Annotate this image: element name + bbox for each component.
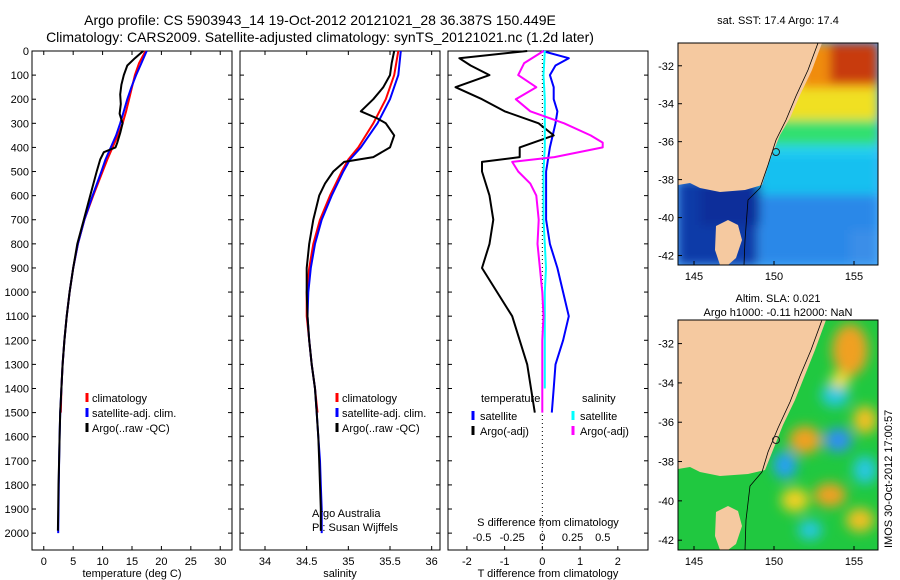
temp-ytick-label: 600	[11, 191, 29, 203]
diff-xlabel: T difference from climatology	[478, 568, 619, 580]
temp-ytick-label: 400	[11, 142, 29, 154]
temp-ytick-label: 1400	[5, 383, 29, 395]
temp-ytick-label: 900	[11, 263, 29, 275]
figure-title: Argo profile: CS 5903943_14 19-Oct-2012 …	[84, 12, 556, 28]
sal-xtick-label: 34.5	[296, 556, 317, 568]
temp-ytick-label: 1500	[5, 408, 29, 420]
temp-ytick-label: 0	[23, 46, 29, 58]
temp-xtick-label: 0	[41, 556, 47, 568]
sst-xtick-label: 145	[685, 271, 703, 283]
diff-legend-temp-label: satellite	[480, 411, 517, 423]
sla-ytick-label: -36	[658, 417, 674, 429]
sst-ytick-label: -36	[658, 137, 674, 149]
temp-ytick-label: 2000	[5, 528, 29, 540]
temp-ytick-label: 300	[11, 118, 29, 130]
diff-legend-sal-label: satellite	[580, 411, 617, 423]
diff-xtick-label: -1	[500, 556, 510, 568]
sla-xtick-label: 150	[765, 556, 783, 568]
temp-ytick-label: 1000	[5, 287, 29, 299]
sal-xtick-label: 35.5	[379, 556, 400, 568]
temp-ytick-label: 200	[11, 94, 29, 106]
temp-ytick-label: 700	[11, 215, 29, 227]
diff-series-S-Argo	[511, 50, 604, 413]
temp-xtick-label: 25	[185, 556, 197, 568]
sst-ytick-label: -38	[658, 175, 674, 187]
sal-legend-label: climatology	[342, 393, 398, 405]
diff-xtick-label: -2	[462, 556, 472, 568]
diff-series-T-satellite	[542, 50, 570, 413]
sla-title-line1: Altim. SLA: 0.021	[736, 293, 821, 305]
diff-x2tick-label: -0.5	[472, 532, 491, 544]
diff-legend-sal-title: salinity	[582, 393, 616, 405]
sal-annotation-line2: PI: Susan Wijffels	[312, 522, 398, 534]
temp-ytick-label: 1800	[5, 480, 29, 492]
temp-legend-label: climatology	[92, 393, 148, 405]
sst-ytick-label: -42	[658, 251, 674, 263]
diff-series-T-Argo	[454, 50, 555, 413]
diff-xtick-label: 1	[577, 556, 583, 568]
sst-map	[677, 42, 879, 266]
diff-x2tick-label: -0.25	[500, 532, 525, 544]
sla-ytick-label: -34	[658, 378, 674, 390]
temp-series-argo	[56, 50, 144, 531]
sal-xtick-label: 35	[342, 556, 354, 568]
diff-x2tick-label: 0.25	[562, 532, 583, 544]
temp-xtick-label: 5	[70, 556, 76, 568]
sst-ytick-label: -40	[658, 213, 674, 225]
figure-subtitle: Climatology: CARS2009. Satellite-adjuste…	[46, 29, 594, 45]
diff-legend-sal-label: Argo(-adj)	[580, 426, 629, 438]
difference-axes	[447, 50, 649, 551]
sla-ytick-label: -42	[658, 535, 674, 547]
diff-legend-temp-title: temperature	[481, 393, 540, 405]
sla-xtick-label: 145	[685, 556, 703, 568]
diff-series-S-satellite	[542, 50, 547, 389]
diff-x2label: S difference from climatology	[477, 517, 619, 529]
temp-ytick-label: 500	[11, 167, 29, 179]
sla-map	[677, 319, 879, 551]
temp-legend-label: satellite-adj. clim.	[92, 408, 176, 420]
sal-legend-label: Argo(..raw -QC)	[342, 423, 420, 435]
sal-xtick-label: 34	[259, 556, 271, 568]
temp-xtick-label: 10	[96, 556, 108, 568]
salinity-axes	[239, 50, 441, 551]
temp-ytick-label: 1300	[5, 359, 29, 371]
temp-ytick-label: 1600	[5, 432, 29, 444]
sst-ytick-label: -34	[658, 99, 674, 111]
temp-xtick-label: 15	[126, 556, 138, 568]
sla-xtick-label: 155	[845, 556, 863, 568]
temp-xtick-label: 30	[214, 556, 226, 568]
temp-xlabel: temperature (deg C)	[82, 568, 181, 580]
sal-series-argo	[305, 50, 396, 531]
sal-xlabel: salinity	[323, 568, 357, 580]
diff-x2tick-label: 0	[539, 532, 545, 544]
sst-xtick-label: 155	[845, 271, 863, 283]
temp-ytick-label: 1700	[5, 456, 29, 468]
temp-ytick-label: 1200	[5, 335, 29, 347]
diff-x2tick-label: 0.5	[595, 532, 610, 544]
sal-xtick-label: 36	[426, 556, 438, 568]
sla-title-line2: Argo h1000: -0.11 h2000: NaN	[703, 307, 852, 319]
temp-ytick-label: 100	[11, 70, 29, 82]
temp-ytick-label: 800	[11, 239, 29, 251]
temp-ytick-label: 1900	[5, 504, 29, 516]
sst-ytick-label: -32	[658, 61, 674, 73]
temp-ytick-label: 1100	[5, 311, 29, 323]
diff-xtick-label: 0	[539, 556, 545, 568]
sal-annotation-line1: Argo Australia	[312, 508, 381, 520]
temperature-axes	[31, 50, 233, 551]
temp-xtick-label: 20	[155, 556, 167, 568]
sla-ytick-label: -40	[658, 496, 674, 508]
sst-xtick-label: 150	[765, 271, 783, 283]
diff-xtick-label: 2	[615, 556, 621, 568]
diff-legend-temp-label: Argo(-adj)	[480, 426, 529, 438]
sal-legend-label: satellite-adj. clim.	[342, 408, 426, 420]
sla-ytick-label: -38	[658, 457, 674, 469]
temp-legend-label: Argo(..raw -QC)	[92, 423, 170, 435]
sla-side-timestamp: IMOS 30-Oct-2012 17:00:57	[883, 410, 895, 548]
sla-ytick-label: -32	[658, 339, 674, 351]
sst-title: sat. SST: 17.4 Argo: 17.4	[717, 15, 839, 27]
